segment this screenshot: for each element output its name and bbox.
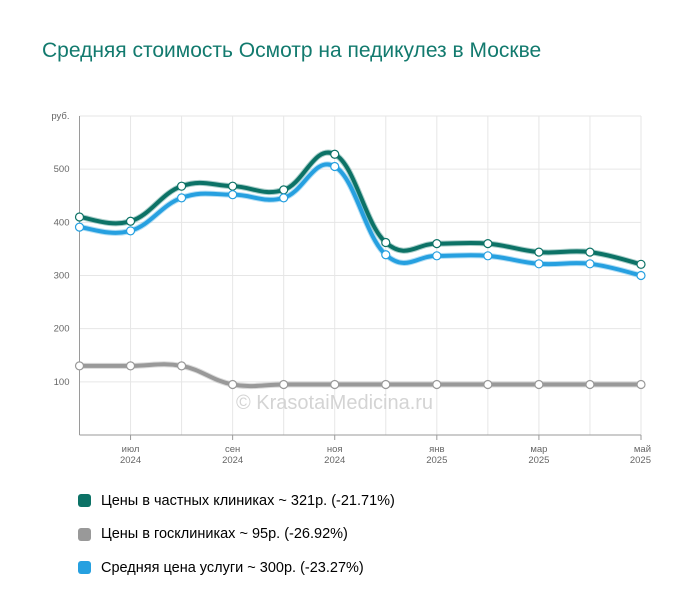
data-point	[176, 193, 187, 203]
series-line-average-glow	[76, 161, 644, 279]
data-point	[483, 239, 493, 249]
data-point	[176, 361, 187, 371]
legend-swatch	[78, 561, 91, 575]
data-point	[585, 379, 595, 390]
data-point	[330, 149, 340, 159]
data-point	[432, 379, 442, 390]
series-lines	[76, 149, 644, 390]
x-tick-label-year: 2025	[528, 455, 549, 466]
y-tick-label: 500	[54, 164, 70, 175]
legend-label: Цены в госклиниках ~ 95р. (-26.92%)	[101, 526, 348, 543]
legend-item-average[interactable]: Средняя цена услуги ~ 300р. (-23.27%)	[78, 551, 395, 585]
data-point	[330, 161, 340, 172]
data-point	[279, 185, 289, 195]
y-tick-label: 200	[54, 324, 70, 335]
data-point	[636, 259, 646, 269]
x-tick-label-month: ноя	[327, 444, 343, 455]
data-point	[483, 379, 493, 390]
data-point	[381, 237, 391, 248]
legend-label: Цены в частных клиниках ~ 321р. (-21.71%…	[101, 492, 395, 509]
data-point	[636, 379, 646, 390]
x-tick-label-year: 2025	[630, 455, 651, 466]
legend-item-public[interactable]: Цены в госклиниках ~ 95р. (-26.92%)	[78, 518, 395, 552]
chart-title: Средняя стоимость Осмотр на педикулез в …	[42, 39, 542, 62]
legend: Цены в частных клиниках ~ 321р. (-21.71%…	[78, 484, 395, 585]
data-point	[228, 181, 238, 191]
x-tick-label-month: мар	[530, 444, 547, 455]
data-point	[534, 259, 544, 269]
data-point	[125, 226, 136, 236]
y-tick-label: 300	[54, 271, 70, 282]
data-point	[74, 361, 85, 371]
data-point	[279, 193, 289, 203]
watermark: © KrasotaiMedicina.ru	[236, 392, 434, 414]
data-point	[534, 379, 544, 390]
legend-swatch	[78, 494, 91, 508]
data-point	[176, 181, 187, 191]
data-point	[228, 379, 238, 390]
series-line-public	[77, 362, 643, 389]
series-points	[74, 149, 646, 390]
data-point	[585, 259, 595, 269]
y-tick-label: 100	[54, 377, 70, 388]
x-tick-label-month: июл	[122, 444, 140, 455]
data-point	[636, 270, 646, 281]
data-point	[279, 379, 289, 390]
data-point	[330, 379, 340, 390]
data-point	[74, 222, 85, 232]
y-axis-label: руб.	[51, 111, 69, 122]
x-tick-label-year: 2024	[222, 455, 243, 466]
data-point	[74, 212, 85, 222]
data-point	[381, 250, 391, 260]
y-tick-label: 400	[54, 217, 70, 228]
x-tick-label-year: 2025	[426, 455, 447, 466]
legend-label: Средняя цена услуги ~ 300р. (-23.27%)	[101, 559, 364, 576]
data-point	[228, 190, 238, 200]
data-point	[432, 251, 442, 261]
data-point	[534, 247, 544, 257]
axes: 100200300400500руб.июл2024сен2024ноя2024…	[51, 111, 651, 466]
data-point	[432, 239, 442, 249]
x-tick-label-year: 2024	[120, 455, 141, 466]
data-point	[125, 216, 136, 226]
x-tick-label-month: май	[634, 444, 651, 455]
data-point	[381, 379, 391, 390]
legend-swatch	[78, 527, 91, 541]
x-tick-label-year: 2024	[324, 455, 345, 466]
data-point	[125, 361, 136, 371]
data-point	[483, 251, 493, 261]
x-tick-label-month: сен	[225, 444, 240, 455]
x-tick-label-month: янв	[429, 444, 444, 455]
series-line-average	[77, 162, 643, 278]
data-point	[585, 247, 595, 257]
legend-item-private[interactable]: Цены в частных клиниках ~ 321р. (-21.71%…	[78, 484, 395, 518]
